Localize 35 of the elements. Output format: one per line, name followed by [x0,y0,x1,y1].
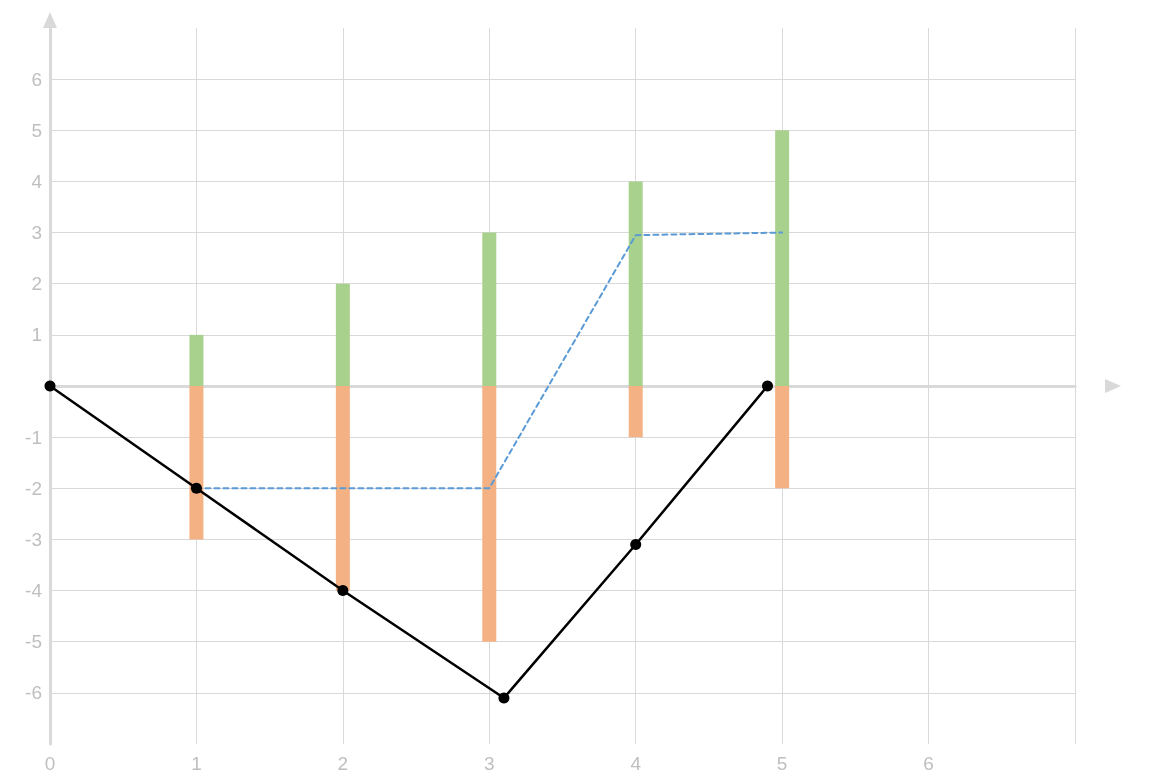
y-tick-label: 1 [31,324,42,346]
x-tick-label: 4 [630,753,642,773]
bar [335,386,350,591]
point [337,585,349,597]
y-tick-label: 6 [31,68,42,90]
point [44,380,56,392]
x-tick-label: 2 [337,753,349,773]
y-tick-label: -4 [25,580,43,602]
bar [189,386,204,540]
y-tick-label: -3 [25,528,42,550]
bar [628,386,643,438]
point [630,539,642,551]
y-tick-label: 4 [31,170,43,192]
point [190,482,202,494]
x-tick-label: 1 [191,753,202,773]
x-tick-label: 0 [44,753,56,773]
bar [775,386,790,489]
y-tick-label: -1 [25,426,42,448]
y-tick-label: 2 [31,273,42,295]
bar [482,232,497,386]
bar [189,334,204,386]
x-tick-label: 3 [484,753,495,773]
point [762,380,773,392]
bar [482,386,497,642]
point [498,692,510,704]
y-tick-label: -6 [25,682,42,704]
y-tick-label: -5 [25,631,42,653]
bar [335,283,350,386]
bar [628,181,643,386]
y-tick-label: 5 [31,119,42,141]
x-tick-label: 5 [776,753,788,773]
y-tick-label: 3 [31,222,42,244]
x-tick-label: 6 [923,753,934,773]
bar [775,130,790,386]
y-tick-label: -2 [25,477,42,499]
